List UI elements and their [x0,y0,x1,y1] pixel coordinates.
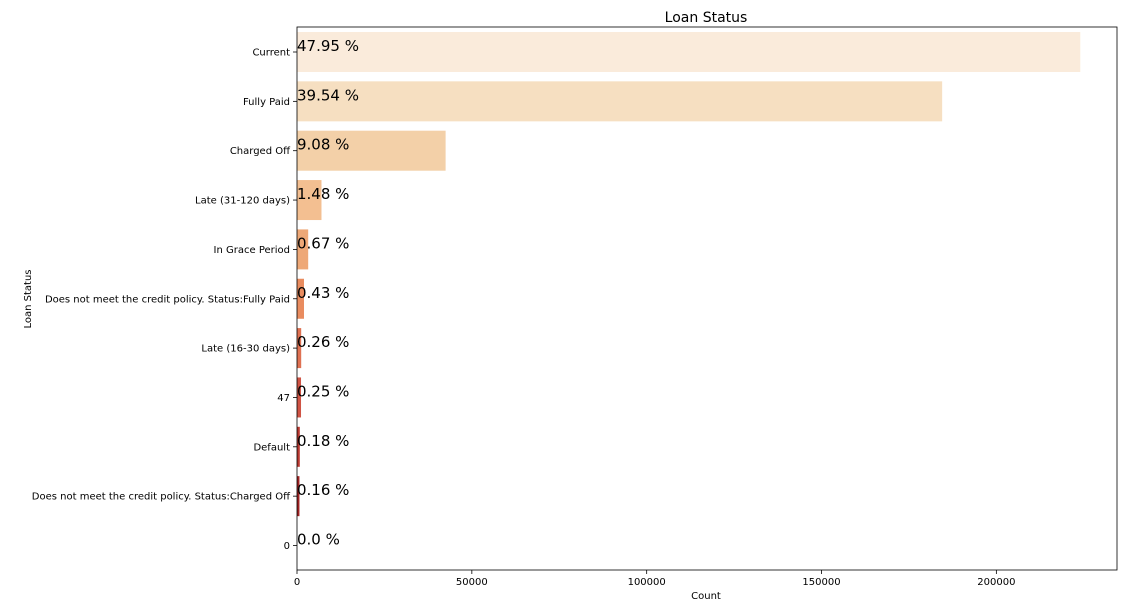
y-tick-label: Does not meet the credit policy. Status:… [32,492,291,503]
y-axis-title: Loan Status [23,269,34,328]
bar-data-label: 0.16 % [297,481,349,499]
bar-data-label: 9.08 % [297,136,349,154]
bar-data-label: 0.0 % [297,531,340,549]
bar-data-label: 0.18 % [297,432,349,450]
y-tick-labels: Current Fully Paid Charged Off Late (31-120… [32,48,297,552]
x-tick-label: 200000 [977,577,1015,588]
bar-data-label: 39.54 % [297,86,359,104]
bar [297,229,309,270]
bar-data-label: 0.26 % [297,333,349,351]
bar [297,426,300,467]
bar [297,81,943,122]
bar-data-label: 0.25 % [297,382,349,400]
bar-data-label: 1.48 % [297,185,349,203]
y-tick-label: 0 [284,541,290,552]
x-axis-title: Count [691,591,721,602]
y-tick-label: In Grace Period [214,245,290,256]
x-tick-label: 100000 [628,577,666,588]
bar-data-label: 0.43 % [297,284,349,302]
y-tick-label: Late (31-120 days) [195,196,290,207]
plot-frame [296,26,1118,571]
x-tick-label: 50000 [456,577,488,588]
bar [297,278,304,319]
bar [297,130,446,171]
bar [297,377,302,418]
y-tick-label: Charged Off [230,146,291,157]
bars-group [297,32,1081,517]
x-tick-label: 0 [294,577,300,588]
bar [297,180,322,221]
chart-title: Loan Status [665,10,748,26]
bar [297,328,302,369]
bar-data-label: 0.67 % [297,234,349,252]
data-labels: 47.95 % 39.54 % 9.08 % 1.48 % 0.67 % 0.43 % 0.… [297,37,359,549]
y-tick-label: Does not meet the credit policy. Status:… [45,294,290,305]
bar [297,32,1081,72]
y-tick-label: Fully Paid [243,97,290,108]
y-tick-label: Default [253,442,290,453]
y-tick-label: Late (16-30 days) [201,344,290,355]
y-tick-label: 47 [277,393,290,404]
x-ticks: 0 50000 100000 150000 200000 [294,570,1015,588]
bar [297,476,300,517]
x-tick-label: 150000 [802,577,840,588]
bar-data-label: 47.95 % [297,37,359,55]
y-tick-label: Current [252,48,290,59]
